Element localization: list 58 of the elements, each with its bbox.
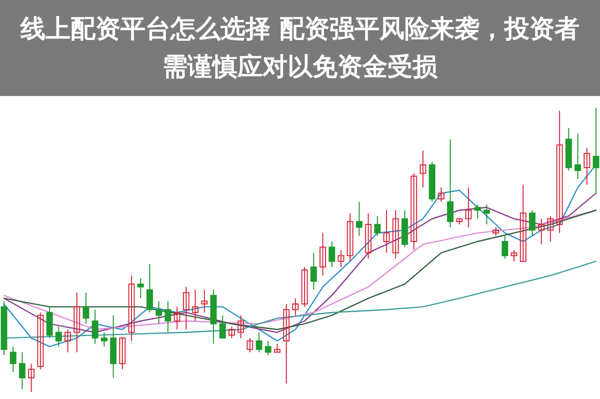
candlestick — [264, 340, 272, 356]
candlestick — [474, 204, 481, 220]
candlestick — [137, 278, 144, 299]
candlestick — [64, 329, 71, 353]
candlestick — [100, 332, 108, 348]
candlestick — [438, 187, 444, 202]
candlestick — [465, 187, 472, 228]
candlestick — [328, 240, 336, 268]
candlestick — [292, 298, 299, 316]
candlestick — [146, 264, 153, 313]
candlestick — [547, 215, 554, 242]
candlestick — [92, 309, 98, 344]
candlestick — [128, 275, 135, 342]
candlestick — [228, 326, 235, 339]
candlestick — [556, 110, 563, 234]
candlestick — [28, 363, 35, 392]
candlestick — [520, 184, 526, 262]
candlestick — [447, 138, 454, 228]
candlestick — [119, 338, 126, 370]
candlestick — [46, 306, 53, 339]
candlestick — [502, 235, 508, 260]
candlestick — [164, 300, 172, 333]
candlestick — [283, 303, 290, 384]
candlestick — [174, 306, 180, 330]
candlestick — [55, 326, 62, 348]
candlestick — [338, 250, 344, 268]
candlestick — [219, 314, 226, 339]
candlestick — [483, 204, 490, 225]
candlestick — [346, 212, 354, 262]
candlestick — [246, 338, 254, 353]
candlestick — [592, 108, 600, 194]
candlestick — [383, 210, 390, 254]
candlestick — [37, 312, 44, 370]
candlestick — [584, 147, 590, 186]
candlestick — [82, 292, 90, 324]
candlestick — [310, 252, 317, 290]
candlestick — [182, 286, 190, 330]
candlestick — [320, 232, 326, 276]
candlestick — [365, 212, 372, 260]
candlestick — [156, 300, 162, 324]
candlestick — [18, 352, 26, 390]
chart-title: 线上配资平台怎么选择 配资强平风险来袭，投资者需谨慎应对以免资金受损 — [19, 13, 580, 83]
candlestick — [10, 346, 16, 373]
candlestick — [529, 210, 536, 236]
candlestick — [192, 289, 198, 322]
candlestick — [510, 250, 518, 262]
candlestick — [301, 266, 308, 308]
candlestick — [356, 201, 362, 236]
candlestick — [238, 314, 244, 339]
candlestick — [392, 210, 399, 260]
candlestick — [410, 172, 418, 250]
candlestick — [74, 292, 80, 353]
candlestick — [420, 150, 426, 188]
candlestick — [574, 133, 582, 180]
candlestick — [256, 332, 262, 353]
candlestick — [538, 218, 545, 245]
candlestick — [201, 289, 208, 313]
candlestick — [374, 215, 381, 236]
